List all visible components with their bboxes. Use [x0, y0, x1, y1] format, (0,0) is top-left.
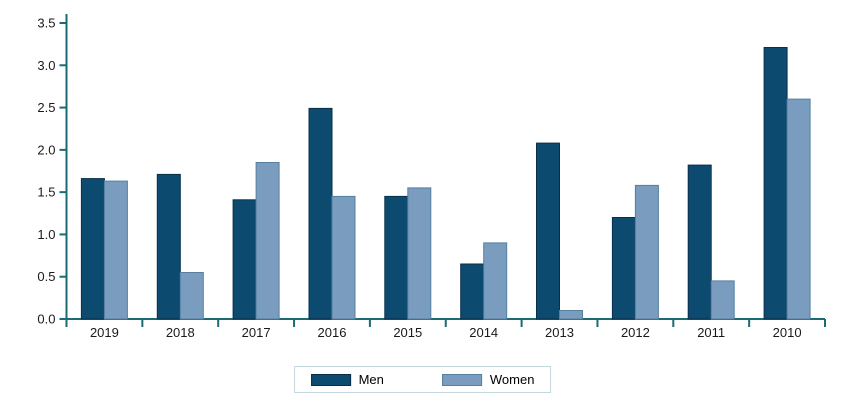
y-tick-label: 0.5 — [37, 269, 55, 284]
bar-men-2017 — [232, 199, 257, 320]
x-tick-label: 2012 — [621, 325, 650, 340]
bar-men-2014 — [460, 263, 485, 320]
bar-women-2016 — [331, 195, 356, 320]
bar-women-2010 — [786, 98, 811, 320]
x-tick-label: 2017 — [242, 325, 271, 340]
x-tick-label: 2019 — [90, 325, 119, 340]
bar-men-2016 — [308, 107, 333, 320]
bar-men-2011 — [687, 164, 712, 320]
bar-women-2018 — [179, 272, 204, 320]
bar-men-2012 — [611, 217, 636, 320]
bar-women-2013 — [559, 310, 583, 320]
bar-men-2019 — [80, 178, 105, 320]
bar-men-2010 — [763, 47, 788, 320]
legend-item-men: Men — [310, 372, 384, 387]
y-tick-label: 0.0 — [37, 312, 55, 327]
bar-men-2013 — [536, 142, 560, 320]
legend: Men Women — [293, 366, 552, 393]
bar-women-2019 — [103, 180, 128, 320]
y-tick-label: 1.0 — [37, 227, 55, 242]
legend-swatch-women — [441, 373, 482, 386]
x-tick-label: 2013 — [545, 325, 574, 340]
legend-label-men: Men — [358, 372, 384, 387]
bar-women-2014 — [483, 242, 508, 320]
x-tick-label: 2010 — [773, 325, 802, 340]
bar-women-2012 — [634, 184, 659, 320]
x-tick-label: 2016 — [318, 325, 347, 340]
x-tick-label: 2011 — [697, 325, 725, 340]
bar-women-2011 — [710, 280, 735, 320]
bar-women-2017 — [255, 162, 280, 320]
y-tick-label: 3.5 — [37, 16, 55, 31]
x-tick-label: 2014 — [469, 325, 498, 340]
bar-men-2015 — [384, 195, 409, 320]
y-tick-label: 2.0 — [37, 142, 55, 157]
x-tick-label: 2018 — [166, 325, 195, 340]
chart-plot-area: 0.0 0.5 1.0 1.5 2.0 2.5 3.0 3.5 2019 2018 2017 2016… — [37, 14, 826, 340]
bar-men-2018 — [156, 173, 181, 320]
legend-item-women: Women — [441, 372, 535, 387]
y-tick-label: 3.0 — [37, 58, 55, 73]
x-tick-label: 2015 — [393, 325, 422, 340]
y-tick-label: 1.5 — [37, 185, 55, 200]
legend-label-women: Women — [489, 372, 535, 387]
bar-women-2015 — [407, 187, 432, 320]
legend-swatch-men — [310, 373, 351, 386]
y-tick-label: 2.5 — [37, 100, 55, 115]
